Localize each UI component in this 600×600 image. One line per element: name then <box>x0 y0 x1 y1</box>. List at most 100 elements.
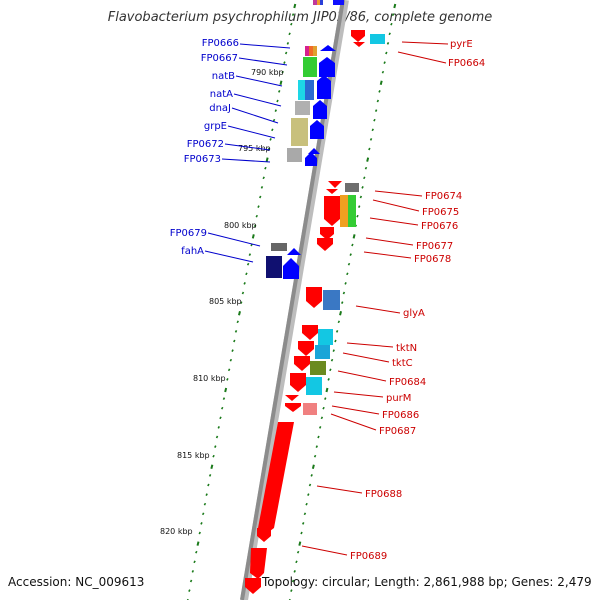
scale-tick <box>361 186 364 189</box>
scale-tick <box>189 579 193 583</box>
forward-gene-arrow <box>313 100 327 119</box>
leader-line <box>330 413 377 431</box>
scale-label: 795 kbp <box>238 144 271 153</box>
reverse-gene-arrow <box>285 395 299 401</box>
gene-label-glya: glyA <box>403 308 425 319</box>
feature-block <box>306 377 322 395</box>
scale-tick <box>330 358 334 362</box>
reverse-gene-arrow <box>351 30 365 42</box>
scale-tick <box>246 262 250 266</box>
reverse-gene-arrow <box>326 189 338 194</box>
scale-tick <box>288 32 291 36</box>
scale-tick <box>227 368 231 372</box>
scale-tick <box>335 330 339 333</box>
scale-tick <box>274 109 277 112</box>
accession-text: Accession: NC_009613 <box>8 575 145 589</box>
leader-line <box>233 93 282 107</box>
reverse-gene-arrow <box>290 373 306 392</box>
reverse-gene-arrow <box>250 548 267 579</box>
reverse-gene-arrow <box>328 181 342 188</box>
topology-text: Topology: circular; Length: 2,861,988 bp… <box>262 575 592 589</box>
gene-label-fp0684: FP0684 <box>389 377 426 388</box>
leader-line <box>207 232 261 247</box>
scale-tick <box>291 579 295 583</box>
scale-tick <box>300 531 303 535</box>
scale-tick <box>219 416 222 420</box>
forward-gene-arrow <box>283 258 299 279</box>
feature-block <box>298 80 305 100</box>
gene-label-fp0667: FP0667 <box>201 53 238 64</box>
scale-tick <box>325 387 329 393</box>
feature-block <box>313 46 317 56</box>
feature-block <box>370 34 385 44</box>
leader-line <box>355 305 401 314</box>
reverse-gene-arrow <box>302 325 318 340</box>
scale-tick <box>284 51 288 55</box>
scale-tick <box>229 358 233 362</box>
feature-block <box>303 403 317 415</box>
scale-tick <box>283 61 286 64</box>
scale-tick <box>224 387 228 393</box>
scale-tick <box>351 243 354 247</box>
gene-label-fp0674: FP0674 <box>425 191 462 202</box>
scale-label: 810 kbp <box>193 374 226 383</box>
leader-line <box>204 250 254 263</box>
scale-tick <box>293 3 297 9</box>
scale-tick <box>208 474 212 477</box>
reverse-gene-arrow <box>306 287 322 308</box>
leader-line <box>333 391 384 398</box>
scale-tick <box>385 51 388 55</box>
scale-tick <box>322 406 325 410</box>
scale-tick <box>257 205 260 208</box>
scale-tick <box>291 13 295 16</box>
scale-tick <box>305 502 308 506</box>
scale-tick <box>248 253 252 256</box>
gene-label-fp0678: FP0678 <box>414 254 451 265</box>
scale-tick <box>371 128 374 132</box>
scale-tick <box>191 570 195 573</box>
scale-tick <box>238 310 241 316</box>
feature-block <box>305 80 314 100</box>
scale-tick <box>357 205 361 208</box>
scale-tick <box>200 522 203 525</box>
reverse-gene-arrow <box>294 356 310 371</box>
scale-tick <box>193 560 196 564</box>
gene-label-fp0686: FP0686 <box>382 410 419 421</box>
scale-label: 805 kbp <box>209 297 242 306</box>
scale-tick <box>222 397 226 400</box>
leader-line <box>374 190 423 197</box>
scale-tick <box>236 320 239 324</box>
gene-label-dnaj: dnaJ <box>209 103 231 114</box>
scale-tick <box>337 320 341 324</box>
scale-tick <box>295 560 298 564</box>
scale-tick <box>315 445 318 448</box>
leader-line <box>337 370 387 382</box>
gene-label-fp0679: FP0679 <box>170 228 207 239</box>
scale-tick <box>364 166 368 170</box>
scale-tick <box>379 80 383 86</box>
scale-tick <box>243 282 246 285</box>
scale-tick <box>278 90 281 93</box>
scale-tick <box>259 195 262 199</box>
feature-block <box>320 0 323 5</box>
scale-tick <box>349 253 352 256</box>
scale-tick <box>390 22 393 26</box>
gene-label-fp0675: FP0675 <box>422 207 459 218</box>
scale-tick <box>341 301 344 304</box>
scale-tick <box>217 426 220 429</box>
scale-tick <box>265 157 269 162</box>
scale-tick <box>215 435 219 439</box>
forward-gene-arrow <box>310 120 324 139</box>
gene-label-fp0672: FP0672 <box>187 139 224 150</box>
scale-tick <box>293 570 296 573</box>
forward-gene-arrow <box>319 57 335 77</box>
scale-tick <box>220 406 224 410</box>
scale-tick <box>239 301 243 304</box>
feature-block <box>348 195 356 227</box>
scale-tick <box>303 512 307 516</box>
scale-tick <box>386 42 390 45</box>
scale-tick <box>301 522 305 525</box>
gene-label-natb: natB <box>212 71 235 82</box>
scale-tick <box>374 109 378 112</box>
feature-block <box>315 345 330 359</box>
